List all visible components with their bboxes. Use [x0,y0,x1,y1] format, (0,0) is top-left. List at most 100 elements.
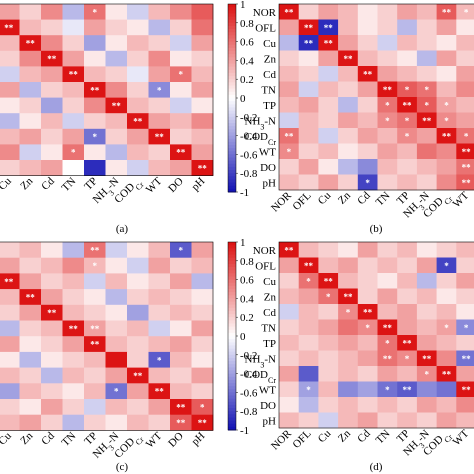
column-label-cd: Cd [39,175,57,193]
significance-marker: ** [343,292,353,302]
heatmap-cell [148,144,171,161]
heatmap-cell [357,81,378,98]
heatmap-cell [148,367,171,384]
heatmap-cell [84,351,106,368]
heatmap-cell [0,4,20,20]
heatmap-cell [279,412,299,429]
heatmap-cell [377,304,398,320]
heatmap-cell [416,159,437,175]
colorbar-segment [228,57,236,61]
heatmap-cell [377,350,398,367]
heatmap-cell [298,350,319,367]
heatmap-cell [397,304,418,320]
heatmap-cell [279,335,299,351]
heatmap-cell [127,289,149,306]
heatmap-cell [377,335,398,351]
heatmap-cell [298,143,319,160]
heatmap-cell [456,112,474,129]
heatmap-cell [298,35,319,51]
heatmap-cell [416,381,437,398]
heatmap-cell [318,366,339,382]
heatmap-cell [357,97,378,113]
heatmap-cell [338,257,359,274]
heatmap-cell [84,304,106,321]
heatmap-cell [416,242,437,258]
column-label-zn: Zn [336,427,353,444]
heatmap-cell [0,113,20,130]
heatmap-cell [397,159,418,175]
significance-marker: ** [403,338,413,348]
heatmap-cell [19,273,42,290]
colorbar-segment [228,348,236,353]
colorbar-segment [228,370,236,375]
heatmap-cell [279,242,299,258]
heatmap-cell [41,273,63,290]
heatmap-cell [436,81,457,98]
row-label-nh3-n: NH3-N [245,115,277,131]
column-label-tn: TN [374,190,393,209]
heatmap-cell [191,35,214,52]
significance-marker: ** [176,148,186,158]
significance-marker: ** [90,340,100,350]
significance-marker: ** [383,354,393,364]
heatmap-cell [84,128,106,145]
heatmap-cell [357,335,378,351]
heatmap-cell [456,97,474,113]
heatmap-cell [84,289,106,306]
heatmap-cell [377,273,398,289]
heatmap-cell [19,351,42,368]
heatmap-cell [127,19,149,36]
heatmap-cell [416,97,437,113]
heatmap-cell [279,112,299,129]
heatmap-cell [170,66,192,83]
heatmap-cell [318,4,339,20]
heatmap-cell [19,97,42,114]
colorbar-segment [228,307,236,312]
heatmap-cell [318,273,339,289]
row-label-do: DO [260,400,276,412]
heatmap-cell [62,367,85,384]
heatmap-panel-2: ** ** *** **** ******** * ** ** * ** * ** *** * ** ** **… [245,3,474,235]
colorbar-segment [228,354,236,359]
heatmap-cell [357,381,378,398]
heatmap-cell [62,399,85,415]
heatmap-cell [84,399,106,415]
significance-marker: ** [304,38,314,48]
significance-marker: ** [442,369,452,379]
heatmap-cell [298,50,319,67]
colorbar-segment [228,85,236,90]
panel-frame [0,3,214,176]
row-label-nor: NOR [253,7,277,19]
colorbar-segment [228,379,236,384]
heatmap-cell [456,19,474,36]
colorbar-tick-label: 0.8 [240,256,254,268]
heatmap-cell [279,128,299,144]
heatmap-cell [170,383,192,400]
colorbar-segment [228,257,236,262]
heatmap-cell [148,273,171,290]
significance-marker: * [444,323,449,333]
heatmap-cell [41,128,63,145]
heatmap-cell [436,335,457,351]
heatmap-cell [416,319,437,336]
significance-marker: * [444,261,449,271]
heatmap-cell [377,174,398,191]
heatmap-cell [0,97,20,114]
colorbar-segment [228,376,236,381]
colorbar-tick-label: 0 [240,331,246,343]
heatmap-cell [127,320,149,337]
colorbar-segment [228,251,236,256]
colorbar-segment [228,276,236,281]
colorbar-segment [228,361,236,365]
significance-marker: * [425,85,430,95]
heatmap-cell [84,383,106,400]
heatmap-cell [318,242,339,258]
heatmap-cell [0,320,20,337]
colorbar-segment [228,163,236,168]
heatmap-cell [19,66,42,83]
heatmap-cell [338,366,359,382]
significance-marker: * [405,85,410,95]
heatmap-cell [127,383,149,400]
heatmap-cell [62,4,85,20]
colorbar-tick-label: -0.2 [240,350,257,362]
